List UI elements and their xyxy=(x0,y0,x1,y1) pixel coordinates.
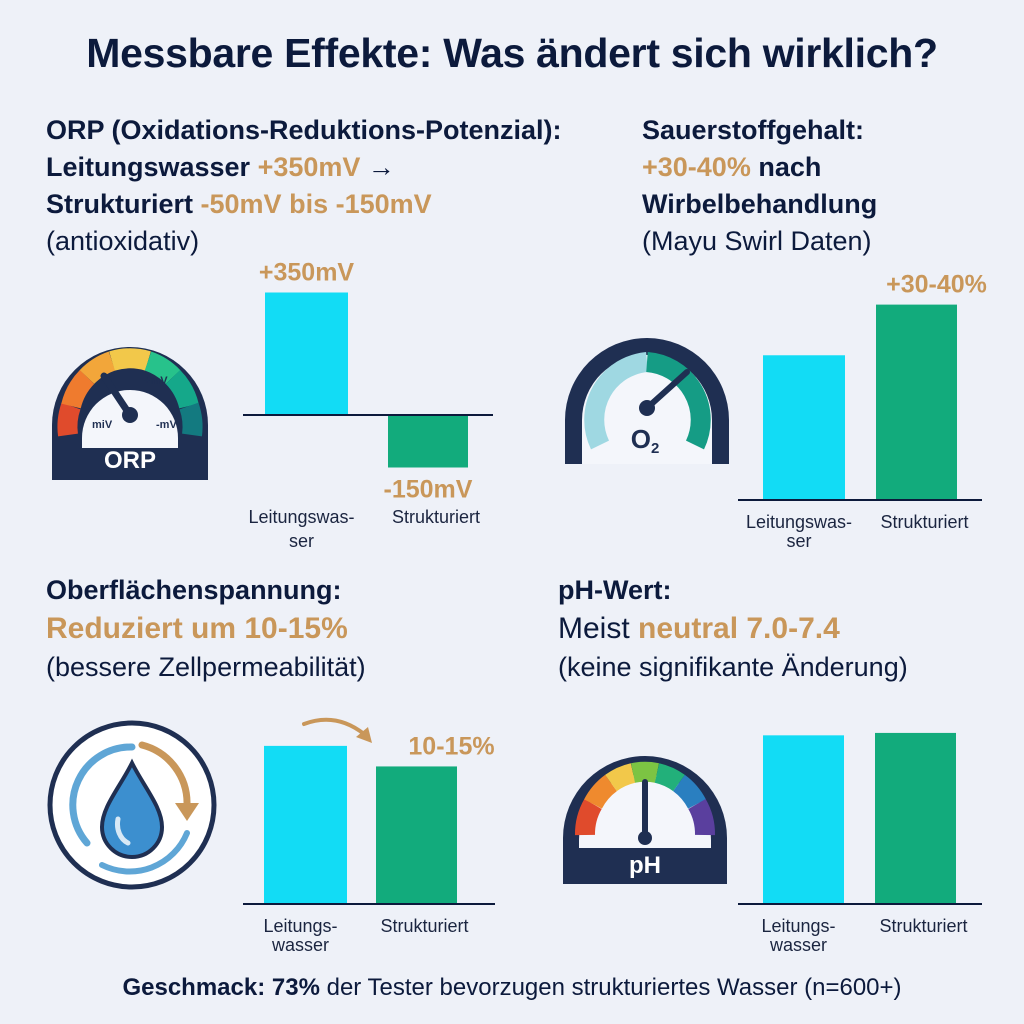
surface-bar-0 xyxy=(264,745,347,904)
orp-tap-value: +350mV xyxy=(257,152,361,182)
oxygen-category-label-0-1: ser xyxy=(786,531,811,551)
oxygen-note: (Mayu Swirl Daten) xyxy=(642,226,872,256)
oxygen-gauge-icon: O2 xyxy=(565,338,729,464)
surface-category-label-1-0: Strukturiert xyxy=(380,916,468,936)
ph-note: (keine signifikante Änderung) xyxy=(558,652,908,682)
page-title: Messbare Effekte: Was ändert sich wirkli… xyxy=(86,30,938,76)
orp-bar-0 xyxy=(265,292,348,415)
orp-category-label-0-0: Leitungswas- xyxy=(248,507,354,527)
ph-text-block: pH-Wert: Meist neutral 7.0-7.4 (keine si… xyxy=(558,572,908,686)
ph-bar-1 xyxy=(875,732,956,904)
orp-heading: ORP (Oxidations-Reduktions-Potenzial): xyxy=(46,115,562,145)
orp-arrow: → xyxy=(360,152,395,182)
orp-category-label-1-0: Strukturiert xyxy=(392,507,480,527)
oxygen-bar-1 xyxy=(876,304,957,500)
ph-category-label-1-0: Strukturiert xyxy=(879,916,967,936)
water-drop-cycle-icon xyxy=(47,720,217,890)
footer-highlight: Geschmack: 73% xyxy=(122,974,320,1001)
surface-bar-1 xyxy=(376,766,457,904)
orp-category-label-0-1: ser xyxy=(289,531,314,551)
orp-gauge-icon: miV -mV +mV ORP xyxy=(52,347,208,480)
ph-bar-0 xyxy=(763,735,844,904)
orp-bar-1 xyxy=(388,415,468,468)
orp-value-label-1: -150mV xyxy=(384,476,473,504)
ph-value: neutral 7.0-7.4 xyxy=(638,612,840,645)
orp-gauge-left-mark: miV xyxy=(92,419,113,431)
orp-gauge-label: ORP xyxy=(104,447,156,474)
surface-heading: Oberflächenspannung: xyxy=(46,575,342,605)
orp-structured-label: Strukturiert xyxy=(46,189,201,219)
oxygen-method: Wirbelbehandlung xyxy=(642,189,878,219)
oxygen-category-label-1-0: Strukturiert xyxy=(880,512,968,532)
oxygen-heading: Sauerstoffgehalt: xyxy=(642,115,865,145)
orp-note: (antioxidativ) xyxy=(46,226,200,256)
orp-gauge-top-mark: +mV xyxy=(144,375,168,387)
svg-text:O2: O2 xyxy=(631,424,660,457)
surface-value-label-1: 10-15% xyxy=(408,732,494,760)
orp-tap-label: Leitungswasser xyxy=(46,152,258,182)
oxygen-text-block: Sauerstoffgehalt: +30-40% nach Wirbelbeh… xyxy=(642,112,877,260)
ph-category-label-0-0: Leitungs- xyxy=(761,916,835,936)
surface-reduction-arrow xyxy=(302,717,372,743)
surface-value: Reduziert um 10-15% xyxy=(46,612,348,645)
orp-value-label-0: +350mV xyxy=(259,259,355,287)
ph-gauge-icon: pH xyxy=(563,756,727,884)
ph-prefix: Meist xyxy=(558,612,639,645)
orp-text-block: ORP (Oxidations-Reduktions-Potenzial): L… xyxy=(46,112,562,260)
surface-text-block: Oberflächenspannung: Reduziert um 10-15%… xyxy=(46,572,366,686)
ph-category-label-0-1: wasser xyxy=(769,935,827,955)
orp-gauge-right-mark: -mV xyxy=(156,419,177,431)
oxygen-bar-chart: Leitungswas-ser +30-40% Strukturiert xyxy=(738,271,987,551)
orp-bar-chart: +350mV Leitungswas-ser -150mV Strukturiert xyxy=(243,259,493,551)
surface-note: (bessere Zellpermeabilität) xyxy=(46,652,366,682)
footer-text: der Tester bevorzugen strukturiertes Was… xyxy=(319,974,902,1001)
ph-bar-chart: Leitungs-wasser Strukturiert xyxy=(738,732,982,955)
oxygen-bar-0 xyxy=(763,355,845,500)
oxygen-gauge-label: O xyxy=(631,424,651,454)
footer-taste-note: Geschmack: 73% der Tester bevorzugen str… xyxy=(0,974,1024,1002)
oxygen-value-suffix: nach xyxy=(750,152,822,182)
ph-gauge-label: pH xyxy=(629,852,661,879)
oxygen-value-label-1: +30-40% xyxy=(886,271,987,299)
oxygen-value: +30-40% xyxy=(642,152,751,182)
ph-heading: pH-Wert: xyxy=(558,575,672,605)
surface-category-label-0-0: Leitungs- xyxy=(263,916,337,936)
orp-structured-value: -50mV bis -150mV xyxy=(200,189,432,219)
surface-category-label-0-1: wasser xyxy=(271,935,329,955)
oxygen-gauge-subscript: 2 xyxy=(651,440,659,457)
oxygen-category-label-0-0: Leitungswas- xyxy=(746,512,852,532)
surface-tension-bar-chart: Leitungs-wasser 10-15% Strukturiert xyxy=(243,732,495,955)
